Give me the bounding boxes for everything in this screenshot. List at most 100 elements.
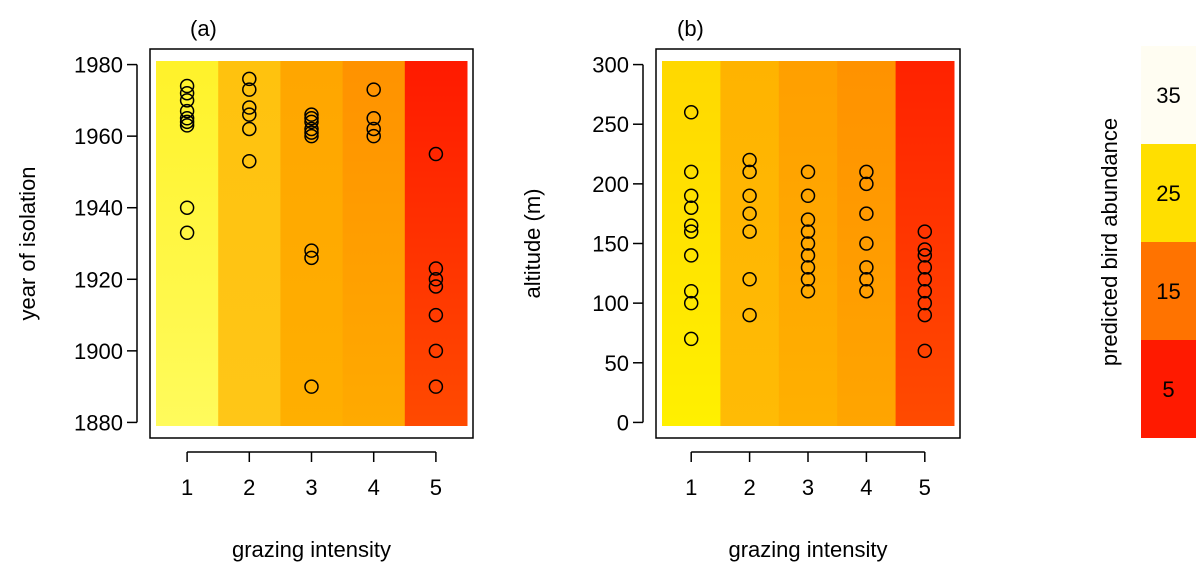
data-point <box>179 114 195 130</box>
data-point <box>304 121 319 137</box>
data-point <box>242 107 257 122</box>
panel-a-y-axis: 1880 1900 1920 1940 1960 1980 <box>74 53 138 435</box>
heatmap-column-1 <box>662 61 721 426</box>
heatmap-column-4 <box>837 61 897 426</box>
data-point <box>683 295 699 311</box>
data-point <box>428 307 444 323</box>
data-point <box>179 93 195 108</box>
data-point <box>179 225 195 241</box>
data-point <box>179 111 195 126</box>
y-tick-label: 250 <box>592 112 629 137</box>
legend-label: 35 <box>1156 83 1180 108</box>
data-point <box>179 85 195 101</box>
data-point <box>742 272 757 287</box>
data-point <box>859 164 874 180</box>
data-point <box>859 272 874 287</box>
data-point <box>179 118 195 133</box>
data-point <box>366 82 381 97</box>
legend-title: predicted bird abundance <box>1097 118 1122 366</box>
data-point <box>366 128 381 144</box>
legend-swatch <box>1141 144 1196 242</box>
data-point <box>742 307 757 323</box>
data-point <box>917 283 933 299</box>
data-point <box>304 243 319 258</box>
x-tick-label: 3 <box>802 475 814 500</box>
data-point <box>917 224 933 239</box>
data-point <box>859 206 874 221</box>
heatmap-column-4 <box>342 61 406 426</box>
data-point <box>800 248 816 263</box>
data-point <box>428 261 444 276</box>
data-point <box>179 200 195 215</box>
data-point <box>304 111 319 126</box>
data-point <box>800 283 816 299</box>
data-point <box>683 218 699 233</box>
data-point <box>683 248 699 263</box>
data-point <box>428 343 444 359</box>
data-point <box>428 379 444 394</box>
legend-label: 5 <box>1162 377 1174 402</box>
data-point <box>917 272 933 287</box>
data-point <box>917 307 933 323</box>
data-point <box>179 78 195 94</box>
panel-b-y-axis: 0 50 100 150 200 250 300 <box>592 53 644 435</box>
panel-b-heatmap <box>662 61 955 426</box>
y-tick-label: 50 <box>605 351 629 376</box>
data-point <box>683 164 699 180</box>
x-tick-label: 4 <box>368 475 380 500</box>
data-point <box>366 121 381 137</box>
y-tick-label: 1920 <box>74 267 123 292</box>
data-point <box>683 200 699 215</box>
panel-a-x-axis-label: grazing intensity <box>232 537 391 562</box>
data-point <box>859 260 874 275</box>
data-point <box>800 212 816 227</box>
data-point <box>428 146 444 162</box>
y-tick-label: 1900 <box>74 339 123 364</box>
legend: 35 25 15 5 predicted bird abundance <box>1097 46 1196 438</box>
data-point <box>800 164 816 180</box>
y-tick-label: 300 <box>592 53 629 78</box>
data-point <box>917 248 933 263</box>
panel-b-points <box>683 105 933 359</box>
heatmap-column-3 <box>778 61 838 426</box>
heatmap-column-2 <box>218 61 281 426</box>
data-point <box>683 224 699 239</box>
panel-b-label: (b) <box>677 16 704 41</box>
data-point <box>428 279 444 294</box>
legend-swatch <box>1141 46 1196 144</box>
heatmap-column-2 <box>720 61 780 426</box>
data-point <box>242 71 257 87</box>
data-point <box>683 331 699 347</box>
data-point <box>304 379 319 394</box>
data-point <box>917 242 933 257</box>
heatmap-column-5 <box>404 61 468 426</box>
data-point <box>917 343 933 359</box>
x-tick-label: 5 <box>919 475 931 500</box>
data-point <box>800 236 816 251</box>
data-point <box>683 283 699 299</box>
panel-b-x-axis: 1 2 3 4 5 <box>685 451 931 500</box>
data-point <box>242 121 257 137</box>
y-tick-label: 0 <box>617 410 629 435</box>
panel-a-points <box>179 71 444 394</box>
data-point <box>917 260 933 275</box>
heatmap-column-1 <box>156 61 219 426</box>
data-point <box>242 153 257 169</box>
legend-label: 25 <box>1156 181 1180 206</box>
data-point <box>742 206 757 221</box>
legend-swatch <box>1141 340 1196 438</box>
data-point <box>742 152 757 168</box>
x-tick-label: 5 <box>430 475 442 500</box>
panel-a: 1 2 3 4 5 1880 1900 1920 1940 1960 1980 (a) grazi… <box>15 16 474 562</box>
data-point <box>800 188 816 204</box>
y-tick-label: 1980 <box>74 53 123 78</box>
x-tick-label: 4 <box>860 475 872 500</box>
data-point <box>179 103 195 119</box>
data-point <box>242 100 257 115</box>
data-point <box>304 114 319 130</box>
data-point <box>742 224 757 239</box>
data-point <box>742 164 757 180</box>
data-point <box>366 111 381 126</box>
panel-a-plot-frame <box>149 48 474 439</box>
